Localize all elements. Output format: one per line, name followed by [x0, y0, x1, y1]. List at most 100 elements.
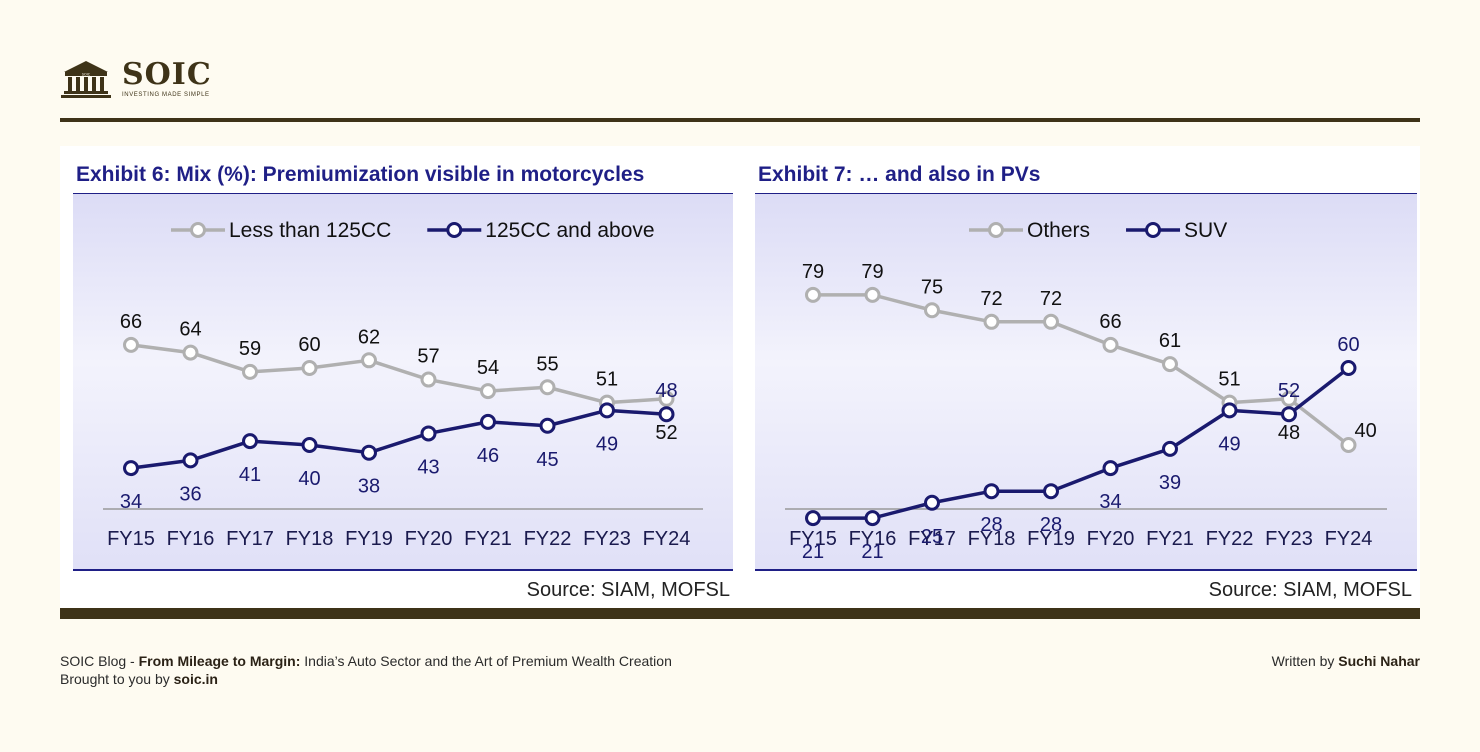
exhibit-6-data-point: [182, 344, 199, 361]
exhibit-7-x-tick-label: FY19: [1027, 528, 1075, 550]
exhibit-7-plot-background: [755, 194, 1417, 569]
exhibit-6-data-label: 57: [417, 346, 439, 368]
exhibit-6-data-label: 55: [536, 353, 558, 375]
brand-tagline: INVESTING MADE SIMPLE: [122, 92, 210, 98]
site-link[interactable]: soic.in: [173, 671, 218, 687]
exhibit-6-x-tick-label: FY16: [167, 528, 215, 550]
exhibit-7-data-label: 79: [802, 261, 824, 283]
exhibit-6-data-point: [480, 413, 496, 430]
exhibit-6-x-tick-label: FY23: [583, 528, 631, 550]
exhibit-7-x-tick-label: FY24: [1325, 528, 1373, 550]
exhibit-6-data-label: 51: [596, 369, 618, 391]
exhibit-7-x-tick-label: FY16: [849, 528, 897, 550]
exhibit-6-data-label: 38: [358, 476, 380, 498]
exhibit-6-data-point: [658, 406, 675, 423]
exhibit-6-data-label: 40: [298, 468, 320, 490]
brought-prefix: Brought to you by: [60, 671, 174, 687]
exhibit-7-data-label: 72: [980, 288, 1002, 310]
exhibit-6-plot: FY15 FY16 FY17 FY18 FY19 FY20 FY21 FY22 FY23 FY24…: [73, 193, 733, 571]
exhibit-6-data-label: 66: [120, 311, 142, 333]
exhibit-7-data-point: [1102, 336, 1119, 353]
exhibit-6-data-point: [361, 352, 377, 369]
exhibit-7-data-point: [924, 302, 940, 319]
exhibit-7-data-point: [805, 286, 821, 303]
exhibit-7-data-label: 21: [802, 541, 824, 563]
exhibit-6-data-point: [301, 437, 318, 453]
exhibit-7-data-point: [1221, 402, 1238, 419]
exhibit-7-data-label: 60: [1337, 334, 1359, 356]
brand-logo[interactable]: SOIC SOIC INVESTING MADE SIMPLE: [60, 58, 212, 100]
exhibit-6-data-point: [539, 417, 556, 434]
exhibit-6-data-point: [361, 444, 377, 461]
exhibit-6-data-point: [242, 363, 258, 380]
exhibit-6-data-point: [539, 379, 556, 396]
exhibit-7-data-point: [1043, 313, 1059, 330]
exhibit-6-chart: FY15 FY16 FY17 FY18 FY19 FY20 FY21 FY22 FY23 FY24…: [73, 194, 733, 569]
exhibit-7-data-point: [1162, 356, 1178, 373]
exhibit-7-data-point: [805, 510, 821, 527]
exhibit-6-data-label: 45: [536, 449, 558, 471]
exhibit-7-data-point: [983, 483, 1000, 500]
exhibit-6-data-point: [599, 402, 615, 419]
exhibit-7-series-line: [813, 366, 1350, 520]
exhibit-6-data-point: [420, 371, 437, 388]
exhibit-6-data-point: [242, 433, 258, 450]
footer-left: SOIC Blog - From Mileage to Margin: Indi…: [60, 652, 672, 688]
exhibit-6-data-label: 43: [417, 456, 439, 478]
exhibit-7-data-label: 21: [861, 541, 883, 563]
exhibit-6-source: Source: SIAM, MOFSL: [526, 579, 730, 601]
exhibit-7-x-tick-label: FY17: [908, 528, 956, 550]
exhibit-6-data-point: [480, 383, 496, 400]
svg-text:Others: Others: [1027, 219, 1090, 242]
exhibit-6-series-line: [130, 408, 667, 470]
exhibit-6-data-label: 34: [120, 491, 142, 513]
exhibit-7-data-label: 79: [861, 261, 883, 283]
exhibit-6-data-label: 36: [179, 483, 201, 505]
exhibit-7-data-point: [924, 494, 940, 511]
svg-text:125CC and above: 125CC and above: [485, 219, 654, 242]
exhibit-7-data-label: 25: [921, 526, 943, 548]
exhibit-7-data-point: [1340, 437, 1357, 453]
exhibit-7-data-label: 40: [1355, 420, 1377, 442]
exhibit-7-data-point: [1162, 440, 1178, 457]
exhibit-6-data-label: 46: [477, 445, 499, 467]
blog-title[interactable]: From Mileage to Margin:: [138, 653, 301, 669]
exhibit-6-data-label: 48: [655, 380, 677, 402]
author-name: Suchi Nahar: [1338, 653, 1420, 669]
exhibit-7-data-label: 52: [1278, 380, 1300, 402]
exhibit-6-legend-item: 125CC and above: [427, 219, 655, 242]
exhibit-7-x-tick-label: FY23: [1265, 528, 1313, 550]
exhibit-6-title: Exhibit 6: Mix (%): Premiumization visib…: [76, 163, 645, 186]
exhibit-7-x-tick-label: FY18: [968, 528, 1016, 550]
exhibit-6-data-point: [658, 390, 675, 407]
exhibit-7-data-label: 61: [1159, 330, 1181, 352]
exhibit-7-data-label: 48: [1278, 422, 1300, 444]
logo-mark-text: SOIC: [82, 72, 91, 76]
exhibit-7-x-tick-label: FY15: [789, 528, 837, 550]
exhibit-6-data-label: 60: [298, 334, 320, 356]
exhibit-7-chart: FY15 FY16 FY17 FY18 FY19 FY20 FY21 FY22 FY23 FY24…: [755, 194, 1417, 569]
exhibit-6-x-tick-label: FY19: [345, 528, 393, 550]
exhibit-7-data-point: [864, 286, 881, 303]
exhibit-7-data-label: 72: [1040, 288, 1062, 310]
exhibit-7-data-point: [1281, 390, 1297, 407]
exhibit-7-data-point: [1102, 460, 1119, 477]
blog-subtitle: India’s Auto Sector and the Art of Premi…: [300, 653, 672, 669]
exhibit-6-data-label: 49: [596, 433, 618, 455]
exhibit-6-x-tick-label: FY20: [405, 528, 453, 550]
exhibit-7-x-tick-label: FY20: [1087, 528, 1135, 550]
footer-right: Written by Suchi Nahar: [1272, 652, 1420, 670]
brand-name: SOIC: [122, 57, 212, 92]
exhibit-7-source: Source: SIAM, MOFSL: [1208, 579, 1412, 601]
exhibit-7-data-point: [1340, 360, 1357, 376]
exhibit-6-plot-background: [73, 194, 733, 569]
exhibit-6-data-label: 59: [239, 338, 261, 360]
exhibit-6-data-label: 54: [477, 357, 499, 379]
exhibit-6-x-tick-label: FY21: [464, 528, 512, 550]
exhibit-6-data-point: [123, 460, 139, 477]
exhibit-7-legend-item: Others: [969, 219, 1090, 242]
exhibit-6-x-tick-label: FY15: [107, 528, 155, 550]
exhibit-6-data-point: [301, 360, 318, 376]
exhibit-7-data-label: 51: [1218, 369, 1240, 391]
brought-line: Brought to you by soic.in: [60, 670, 672, 688]
